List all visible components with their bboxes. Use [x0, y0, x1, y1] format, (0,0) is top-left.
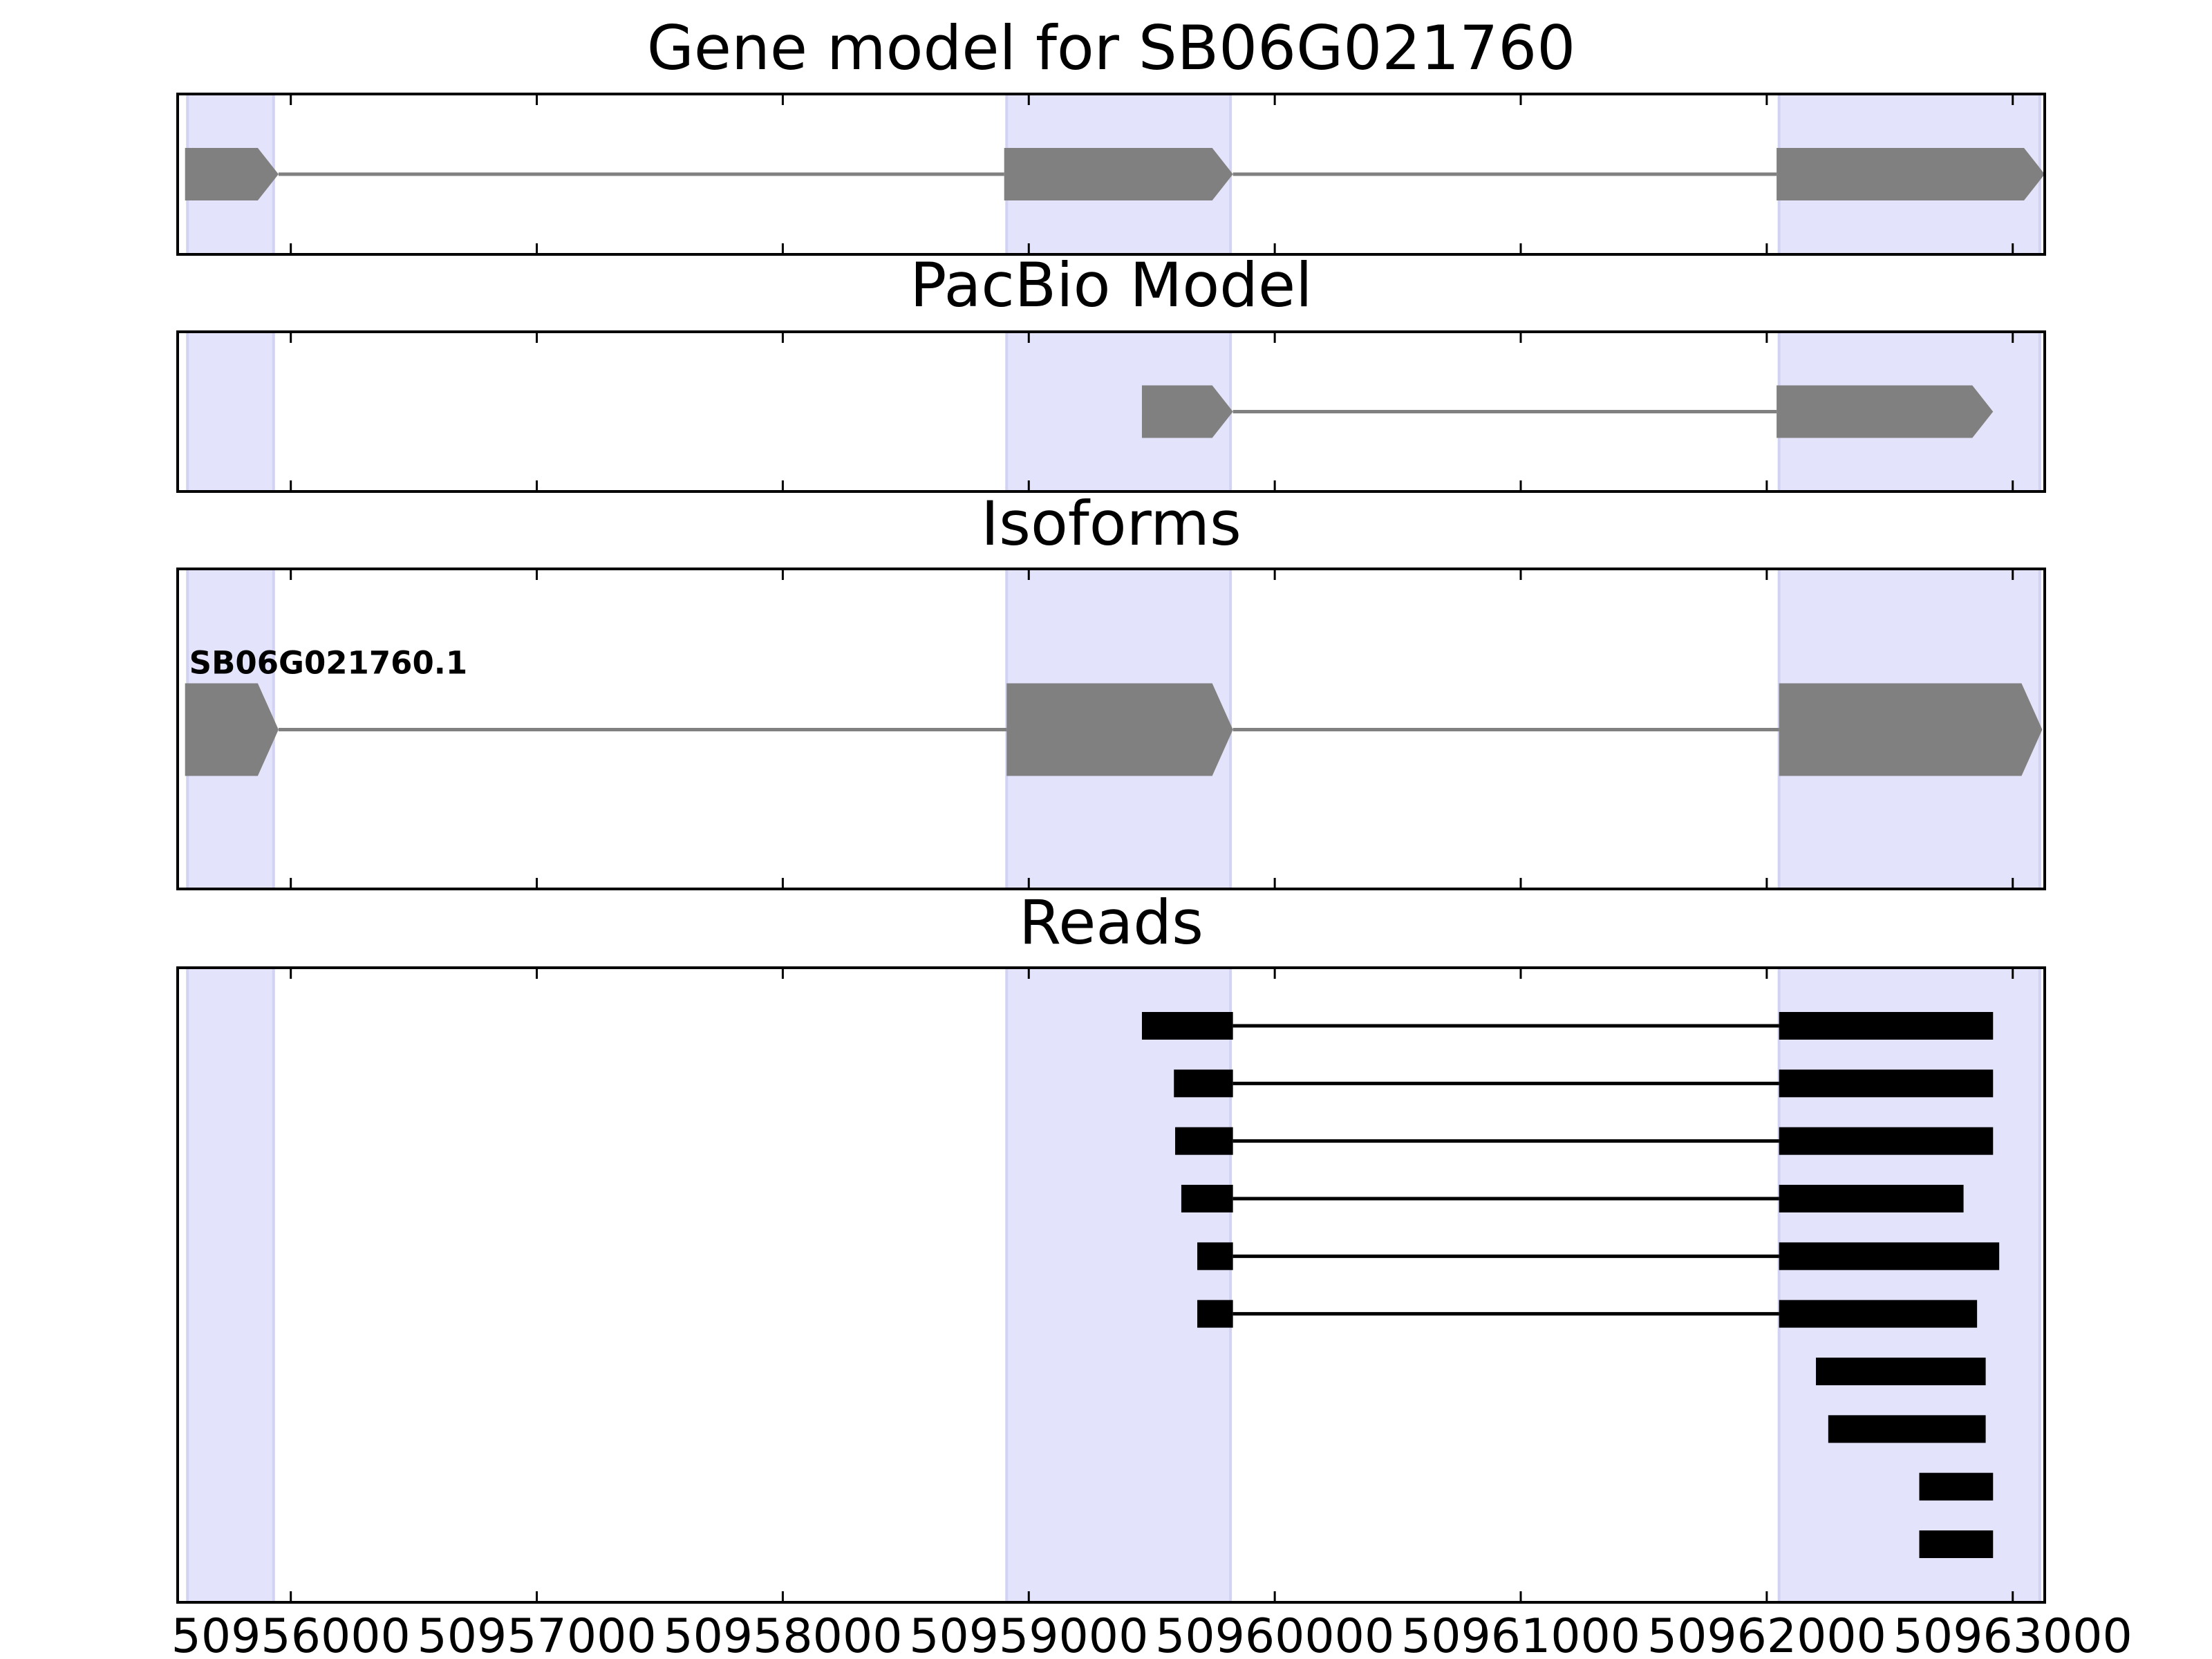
- gene-model: [185, 148, 2045, 200]
- read-block: [1779, 1127, 1994, 1155]
- exon-arrow: [1779, 683, 2043, 776]
- exon-arrow: [1777, 148, 2045, 200]
- exon-arrow: [1004, 148, 1233, 200]
- read-block: [1175, 1127, 1233, 1155]
- read-block: [1779, 1300, 1978, 1328]
- x-tick-label: 50959000: [909, 1609, 1148, 1659]
- read-block: [1779, 1069, 1994, 1098]
- exon-arrow: [185, 148, 279, 200]
- gene-model: [1141, 385, 1994, 438]
- read-row: [1919, 1472, 1994, 1501]
- read-block: [1919, 1530, 1994, 1558]
- read-row: [1141, 1012, 1994, 1040]
- x-tick-label: 50963000: [1893, 1609, 2133, 1659]
- read-block: [1197, 1242, 1233, 1271]
- read-row: [1197, 1242, 2000, 1271]
- read-row: [1919, 1530, 1994, 1558]
- panel-plot-area: [185, 569, 2043, 889]
- axes-frame: [176, 330, 2046, 493]
- axes-frame: [176, 568, 2046, 890]
- panel-0: Gene model for SB06G021760: [176, 12, 2046, 256]
- read-row: [1828, 1415, 1986, 1443]
- read-row: [1175, 1127, 1994, 1155]
- x-axis-tick-labels: 50956000 50957000 50958000 50959000 50960000…: [171, 1609, 2133, 1659]
- panel-2: SB06G021760.1 Isoforms: [176, 488, 2046, 890]
- x-tick-label: 50960000: [1155, 1609, 1394, 1659]
- isoform-label: SB06G021760.1: [189, 645, 468, 682]
- axes-frame: [176, 966, 2046, 1604]
- read-row: [1181, 1185, 1964, 1212]
- panel-plot-area: [186, 968, 2041, 1602]
- x-tick-label: 50962000: [1647, 1609, 1886, 1659]
- x-tick-label: 50956000: [171, 1609, 411, 1659]
- panel-plot-area: [185, 94, 2045, 254]
- panel-title: Isoforms: [981, 488, 1241, 559]
- read-block: [1197, 1300, 1233, 1328]
- exon-arrow: [1777, 385, 1994, 438]
- read-block: [1816, 1358, 1986, 1385]
- read-block: [1779, 1185, 1964, 1212]
- read-block: [1181, 1185, 1233, 1212]
- read-block: [1779, 1012, 1994, 1040]
- panel-1: PacBio Model: [176, 250, 2046, 493]
- x-tick-label: 50957000: [418, 1609, 657, 1659]
- panel-3: Reads: [176, 887, 2046, 1604]
- panel-plot-area: [186, 332, 2041, 491]
- axes-frame: [176, 93, 2046, 256]
- read-block: [1779, 1242, 2000, 1271]
- read-row: [1174, 1069, 1994, 1098]
- read-block: [1828, 1415, 1986, 1443]
- panel-title: PacBio Model: [910, 250, 1312, 321]
- read-row: [1816, 1358, 1986, 1385]
- exon-highlight-band: [1777, 968, 2041, 1602]
- exon-highlight-band: [186, 332, 275, 491]
- read-row: [1197, 1300, 1978, 1328]
- read-block: [1174, 1069, 1233, 1098]
- panel-title: Reads: [1019, 887, 1203, 958]
- exon-arrow: [1006, 683, 1233, 776]
- exon-highlight-band: [186, 968, 275, 1602]
- panel-title: Gene model for SB06G021760: [647, 12, 1576, 84]
- exon-arrow: [185, 683, 279, 776]
- read-block: [1919, 1472, 1994, 1501]
- gene-model: [185, 683, 2043, 776]
- read-block: [1141, 1012, 1233, 1040]
- x-tick-label: 50958000: [663, 1609, 902, 1659]
- x-tick-label: 50961000: [1401, 1609, 1640, 1659]
- exon-highlight-band: [1005, 968, 1232, 1602]
- exon-arrow: [1141, 385, 1233, 438]
